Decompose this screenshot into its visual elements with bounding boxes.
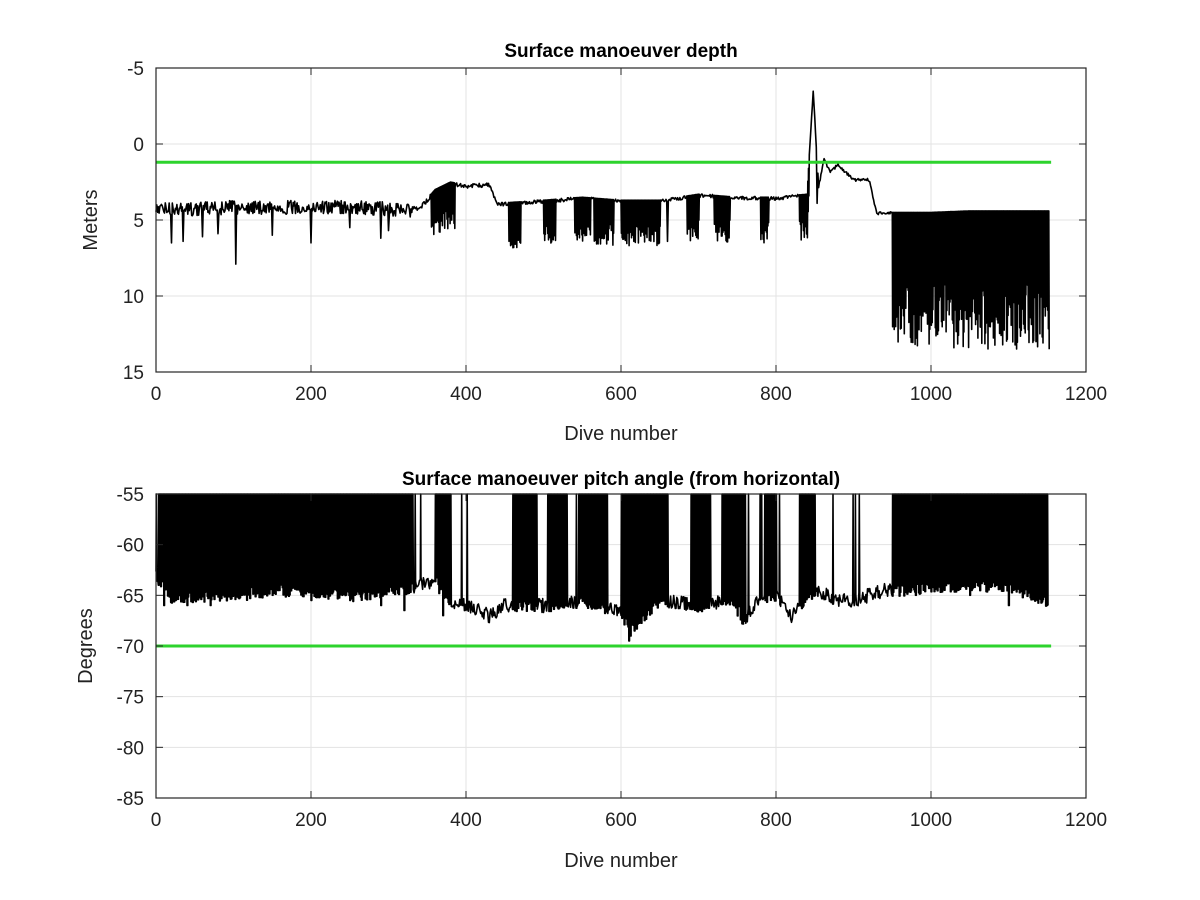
chart-title: Surface manoeuver pitch angle (from hori… <box>402 469 840 490</box>
x-tick-label: 0 <box>151 384 162 405</box>
y-tick-label: -75 <box>117 688 144 709</box>
y-tick-label: 5 <box>133 211 144 232</box>
depth-chart: 0 200 400 600 800 1000 1200 -5 0 5 10 15 Surface man… <box>80 41 1107 445</box>
x-axis-label: Dive number <box>564 850 678 872</box>
x-tick-label: 800 <box>760 810 792 831</box>
x-tick-label: 400 <box>450 384 482 405</box>
x-tick-label: 1000 <box>910 810 952 831</box>
y-tick-label: 15 <box>123 363 144 384</box>
y-tick-label: -65 <box>117 586 144 607</box>
y-tick-label: -55 <box>117 485 144 506</box>
y-tick-label: -70 <box>117 637 144 658</box>
data-series-line <box>155 90 1050 350</box>
y-tick-label: -5 <box>127 59 144 80</box>
y-tick-label: -60 <box>117 536 144 557</box>
y-tick-label: 0 <box>133 135 144 156</box>
x-tick-label: 0 <box>151 810 162 831</box>
data-series-line <box>155 493 1049 642</box>
x-tick-label: 1200 <box>1065 384 1107 405</box>
x-tick-label: 600 <box>605 384 637 405</box>
y-tick-label: -80 <box>117 738 144 759</box>
x-tick-label: 1000 <box>910 384 952 405</box>
x-tick-label: 400 <box>450 810 482 831</box>
chart-title: Surface manoeuver depth <box>504 41 737 62</box>
x-tick-label: 200 <box>295 810 327 831</box>
x-tick-label: 1200 <box>1065 810 1107 831</box>
x-tick-label: 600 <box>605 810 637 831</box>
y-tick-label: -85 <box>117 789 144 810</box>
x-tick-label: 800 <box>760 384 792 405</box>
x-axis-label: Dive number <box>564 423 678 445</box>
pitch-chart: 0 200 400 600 800 1000 1200 -55 -60 -65 -70 -75 -80 -… <box>75 469 1107 872</box>
y-tick-label: 10 <box>123 287 144 308</box>
x-tick-label: 200 <box>295 384 327 405</box>
y-axis-label: Meters <box>80 189 102 250</box>
y-axis-label: Degrees <box>75 608 97 684</box>
